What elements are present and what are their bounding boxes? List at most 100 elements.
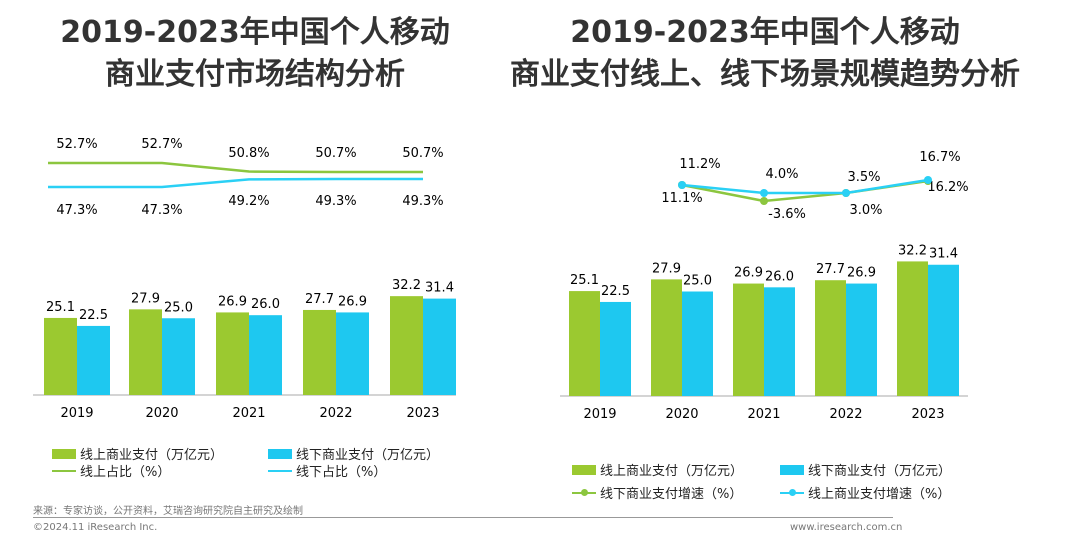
line-value-label: 3.5% (847, 170, 880, 185)
bar-offline (162, 318, 195, 395)
bar-online (897, 261, 928, 396)
x-tick-label: 2023 (406, 406, 439, 421)
bar-online (651, 279, 682, 396)
bar-value-label: 22.5 (79, 308, 108, 323)
website: www.iresearch.com.cn (790, 522, 903, 533)
bar-online (815, 280, 846, 396)
title-line: 商业支付市场结构分析 (105, 57, 405, 92)
legend-swatch (268, 448, 292, 459)
line-value-label: 50.7% (315, 146, 356, 161)
line-value-label: 4.0% (765, 167, 798, 182)
bar-value-label: 32.2 (898, 243, 927, 258)
bar-offline (846, 283, 877, 396)
legend-label: 线下商业支付（万亿元） (808, 464, 952, 479)
footer-divider (33, 517, 893, 518)
bar-online (569, 291, 600, 396)
bar-offline (600, 301, 631, 396)
bar-value-label: 25.0 (164, 300, 193, 315)
line-value-label: 52.7% (56, 137, 97, 152)
line-value-label: 16.2% (927, 180, 968, 195)
bar-value-label: 31.4 (929, 247, 958, 262)
line-offline-growth (681, 179, 929, 203)
bar-offline (77, 325, 110, 395)
line-point (924, 176, 932, 184)
bar-offline (928, 264, 959, 396)
bar-value-label: 26.9 (734, 266, 763, 281)
title-line: 2019-2023年中国个人移动 (60, 15, 450, 50)
bar-value-label: 27.9 (652, 261, 681, 276)
legend-online-bar: 线上商业支付（万亿元） (52, 444, 223, 463)
bar-value-label: 31.4 (425, 281, 454, 296)
line-value-label: 47.3% (141, 203, 182, 218)
legend-line (572, 488, 596, 496)
bar-offline (682, 291, 713, 396)
bar-value-label: 26.9 (847, 266, 876, 281)
left-chart-title: 2019-2023年中国个人移动 商业支付市场结构分析 (20, 12, 490, 96)
legend-label: 线上商业支付增速（%） (808, 487, 951, 502)
line-value-label: 50.8% (228, 146, 269, 161)
legend-label: 线下商业支付增速（%） (600, 487, 743, 502)
line-point (842, 189, 850, 197)
line-value-label: 3.0% (849, 203, 882, 218)
bar-offline (249, 315, 282, 395)
line-online-growth (681, 178, 929, 195)
legend-offline-bar-right: 线下商业支付（万亿元） (780, 460, 951, 479)
bar-offline (764, 287, 795, 396)
line-value-label: 49.2% (228, 194, 269, 209)
line-point (760, 189, 768, 197)
bar-online (44, 317, 77, 395)
legend-label: 线上商业支付（万亿元） (600, 464, 744, 479)
bar-value-label: 25.1 (570, 273, 599, 288)
title-line: 商业支付线上、线下场景规模趋势分析 (510, 57, 1020, 92)
source-note: 来源：专家访谈，公开资料，艾瑞咨询研究院自主研究及绘制 (33, 506, 303, 517)
x-tick-label: 2021 (232, 406, 265, 421)
legend-line (268, 469, 292, 472)
bar-value-label: 22.5 (601, 284, 630, 299)
legend-line (52, 469, 76, 472)
bar-value-label: 26.9 (218, 294, 247, 309)
copyright: ©2024.11 iResearch Inc. (33, 522, 158, 533)
bar-online (303, 309, 336, 395)
legend-offline-bar: 线下商业支付（万亿元） (268, 444, 439, 463)
x-tick-label: 2019 (60, 406, 93, 421)
x-tick-label: 2020 (665, 407, 698, 422)
line-value-label: -3.6% (768, 207, 806, 222)
bar-value-label: 26.0 (251, 297, 280, 312)
bar-value-label: 27.9 (131, 291, 160, 306)
legend-line (780, 488, 804, 496)
bar-value-label: 25.0 (683, 274, 712, 289)
bar-online (390, 296, 423, 395)
legend-swatch (52, 448, 76, 459)
legend-offline-growth: 线下商业支付增速（%） (572, 483, 742, 502)
x-tick-label: 2022 (829, 407, 862, 422)
bar-value-label: 25.1 (46, 300, 75, 315)
line-value-label: 52.7% (141, 137, 182, 152)
legend-online-share: 线上占比（%） (52, 461, 170, 480)
line-value-label: 49.3% (402, 194, 443, 209)
legend-label: 线下商业支付（万亿元） (296, 448, 440, 463)
x-tick-label: 2020 (145, 406, 178, 421)
x-tick-label: 2021 (747, 407, 780, 422)
legend-swatch (572, 464, 596, 475)
bar-offline (336, 312, 369, 395)
legend-label: 线上占比（%） (80, 465, 171, 480)
legend-online-bar-right: 线上商业支付（万亿元） (572, 460, 743, 479)
bar-online (129, 309, 162, 395)
line-point (678, 181, 686, 189)
legend-label: 线上商业支付（万亿元） (80, 448, 224, 463)
line-value-label: 50.7% (402, 146, 443, 161)
bar-value-label: 27.7 (305, 292, 334, 307)
bar-value-label: 27.7 (816, 262, 845, 277)
legend-label: 线下占比（%） (296, 465, 387, 480)
bar-value-label: 26.9 (338, 294, 367, 309)
line-value-label: 11.1% (661, 191, 702, 206)
title-line: 2019-2023年中国个人移动 (570, 15, 960, 50)
line-point (760, 197, 768, 205)
bar-online (216, 312, 249, 395)
x-tick-label: 2019 (583, 407, 616, 422)
line-offline-share (48, 177, 423, 189)
bar-online (733, 283, 764, 396)
x-tick-label: 2022 (319, 406, 352, 421)
legend-swatch (780, 464, 804, 475)
